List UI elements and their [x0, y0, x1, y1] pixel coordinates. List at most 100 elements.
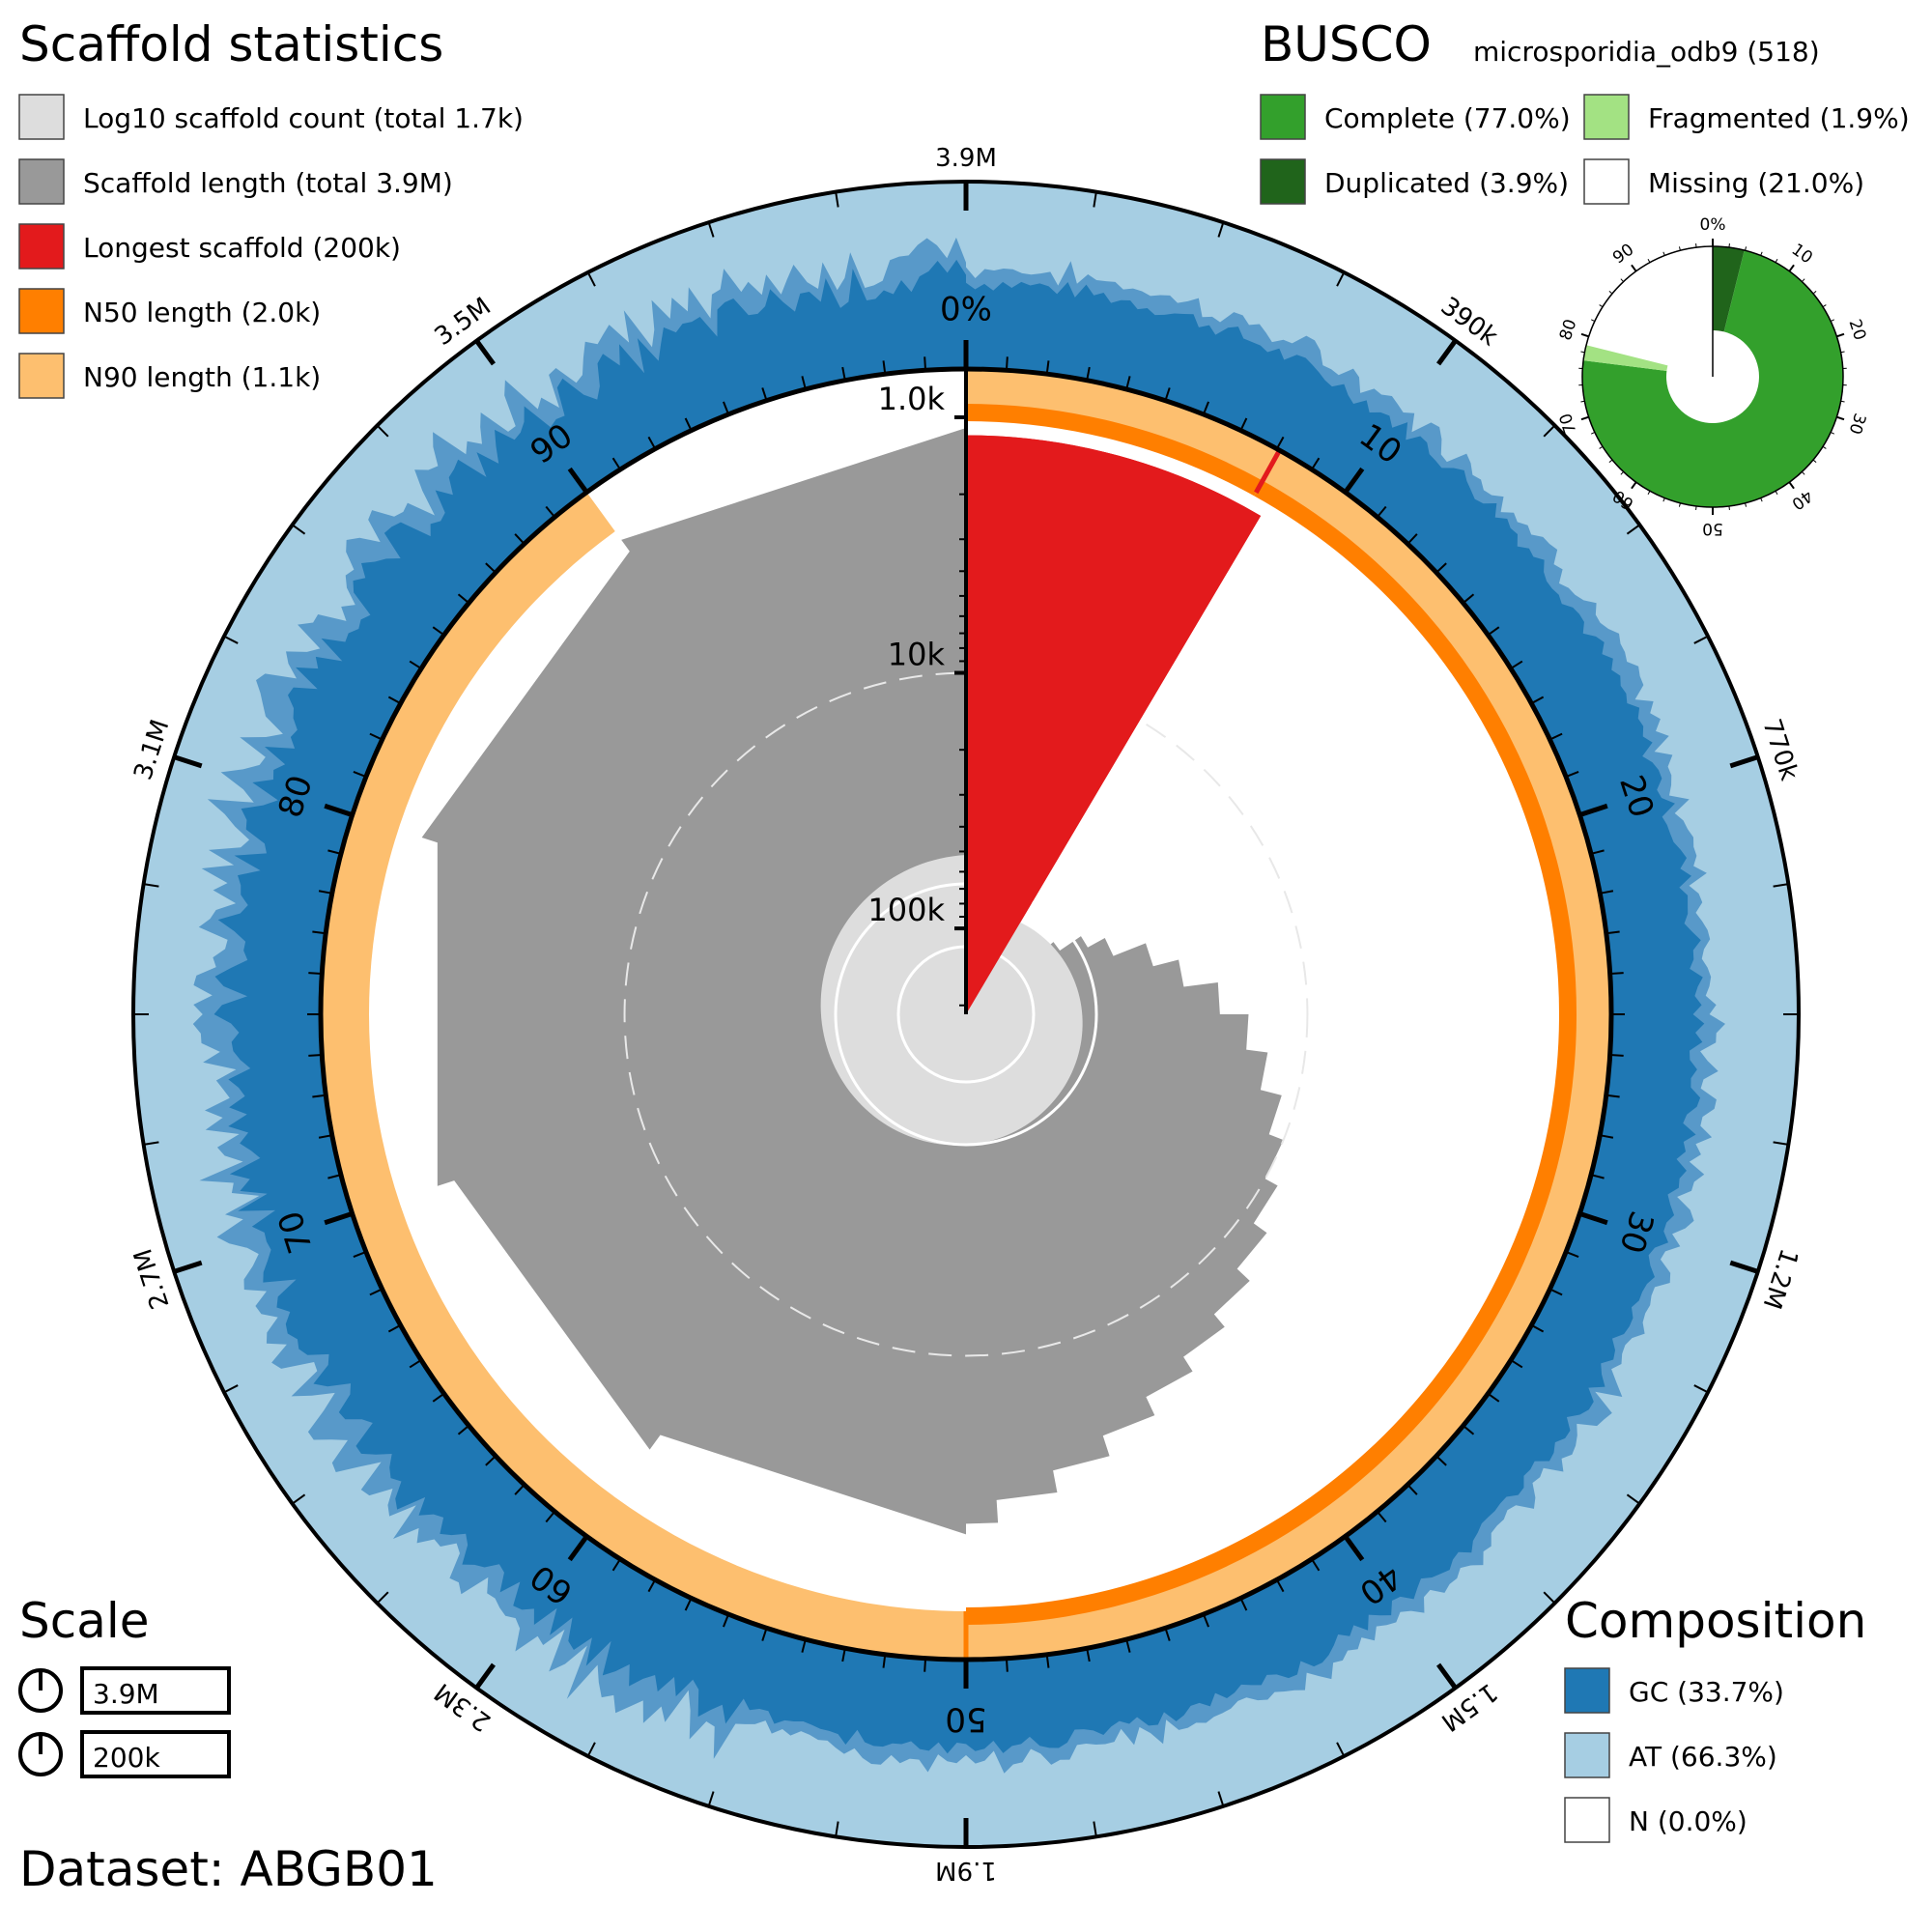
busco-tick — [1580, 332, 1589, 338]
busco-tick-label: 50 — [1702, 519, 1723, 538]
percent-tick — [485, 562, 497, 574]
busco-tick — [1662, 251, 1665, 256]
percent-tick — [1164, 1627, 1171, 1641]
length-tick — [1729, 754, 1759, 769]
busco-tick — [1695, 505, 1697, 510]
percent-tick — [1590, 849, 1605, 855]
busco-legend-title: BUSCO — [1261, 16, 1432, 72]
length-tick — [143, 1141, 159, 1146]
percent-tick — [432, 626, 445, 637]
percent-tick — [457, 593, 469, 604]
busco-swatch-complete — [1260, 94, 1306, 140]
percent-tick — [369, 732, 384, 741]
busco-tick — [1647, 491, 1651, 496]
percent-tick — [1125, 1638, 1131, 1653]
length-tick — [173, 1260, 203, 1274]
length-tick — [1436, 339, 1458, 366]
percent-tick — [1086, 366, 1091, 382]
percent-tick — [1530, 1323, 1545, 1333]
busco-tick — [1830, 319, 1834, 322]
busco-tick-label: 10 — [1788, 241, 1816, 269]
percent-tick — [684, 1597, 693, 1611]
percent-tick — [882, 1654, 887, 1668]
percent-tick — [514, 533, 526, 545]
scale-box-total — [80, 1666, 231, 1715]
percent-tick — [1377, 1511, 1387, 1523]
percent-tick — [318, 1134, 333, 1139]
percent-tick — [318, 890, 333, 895]
busco-fragmented-segment — [1583, 345, 1668, 371]
legend-label-n50: N50 length (2.0k) — [83, 297, 321, 328]
composition-legend-title: Composition — [1565, 1593, 1866, 1649]
busco-label-fragmented: Fragmented (1.9%) — [1648, 102, 1910, 134]
percent-tick — [324, 1211, 354, 1226]
busco-tick — [1695, 243, 1697, 248]
percent-tick — [684, 417, 693, 432]
busco-tick — [1647, 258, 1651, 263]
percent-tick — [723, 1613, 730, 1628]
busco-legend: BUSCO microsporidia_odb9 (518) Complete … — [1260, 16, 1910, 205]
legend-label-n90: N90 length (1.1k) — [83, 361, 321, 393]
busco-tick — [1620, 471, 1624, 475]
percent-tick — [1311, 457, 1321, 470]
percent-tick — [801, 1638, 807, 1653]
busco-tick — [1812, 291, 1817, 295]
radial-tick-label: 1.0k — [878, 381, 946, 417]
percent-tick — [308, 1053, 323, 1057]
busco-tick — [1760, 497, 1763, 502]
scale-label-total: 3.9M — [93, 1678, 159, 1710]
length-tick — [1773, 883, 1789, 888]
busco-tick — [1775, 491, 1778, 496]
radial-tick-label: 100k — [867, 892, 945, 928]
busco-tick — [1802, 278, 1805, 282]
busco-tick-label: 0% — [1700, 215, 1726, 235]
busco-tick-label: 30 — [1844, 411, 1869, 437]
length-tick — [586, 1742, 596, 1757]
busco-tick-label: 80 — [1556, 317, 1581, 343]
busco-tick — [1631, 264, 1637, 272]
busco-tick — [1631, 481, 1637, 490]
busco-swatch-fragmented — [1583, 94, 1630, 140]
percent-tick — [1605, 1094, 1620, 1098]
busco-tick — [1775, 258, 1778, 263]
legend-swatch-longest — [18, 223, 65, 270]
composition-label-gc: GC (33.7%) — [1629, 1676, 1784, 1708]
length-tick — [143, 883, 159, 888]
length-tick — [1093, 1821, 1097, 1837]
busco-tick — [1745, 246, 1747, 251]
percent-tick — [1599, 1134, 1614, 1139]
percent-tick — [1599, 890, 1614, 895]
legend-label-length: Scaffold length (total 3.9M) — [83, 167, 453, 199]
busco-tick-label: 90 — [1609, 241, 1637, 269]
percent-tick — [647, 1578, 657, 1593]
scale-legend-title: Scale — [19, 1593, 150, 1649]
length-tick — [1543, 1591, 1556, 1605]
busco-tick — [1599, 304, 1604, 308]
percent-tick — [308, 972, 323, 976]
percent-tick — [567, 1534, 589, 1562]
scaffold-legend: Scaffold statistics Log10 scaffold count… — [18, 16, 524, 399]
length-tick — [223, 635, 239, 644]
busco-tick — [1802, 471, 1805, 475]
busco-tick-label: 40 — [1788, 486, 1816, 514]
percent-tick — [1435, 1455, 1447, 1466]
longest-marker — [1254, 448, 1282, 495]
percent-tick — [1609, 1053, 1624, 1057]
percent-tick — [1565, 771, 1579, 779]
scale-box-longest — [80, 1730, 231, 1778]
busco-tick — [1745, 502, 1747, 507]
busco-tick — [1728, 243, 1730, 248]
percent-tick — [1510, 1359, 1523, 1369]
percent-tick — [1487, 626, 1500, 637]
busco-tick-label: 20 — [1844, 317, 1869, 343]
percent-tick — [1565, 1250, 1579, 1258]
busco-tick — [1840, 351, 1845, 354]
percent-tick — [387, 1323, 402, 1333]
percent-tick — [312, 1094, 327, 1098]
busco-tick — [1620, 278, 1624, 282]
percent-tick — [312, 930, 327, 935]
percent-tick — [1463, 1425, 1475, 1435]
length-tick — [1626, 524, 1640, 535]
busco-swatch-duplicated — [1260, 158, 1306, 205]
percent-tick — [457, 1425, 469, 1435]
